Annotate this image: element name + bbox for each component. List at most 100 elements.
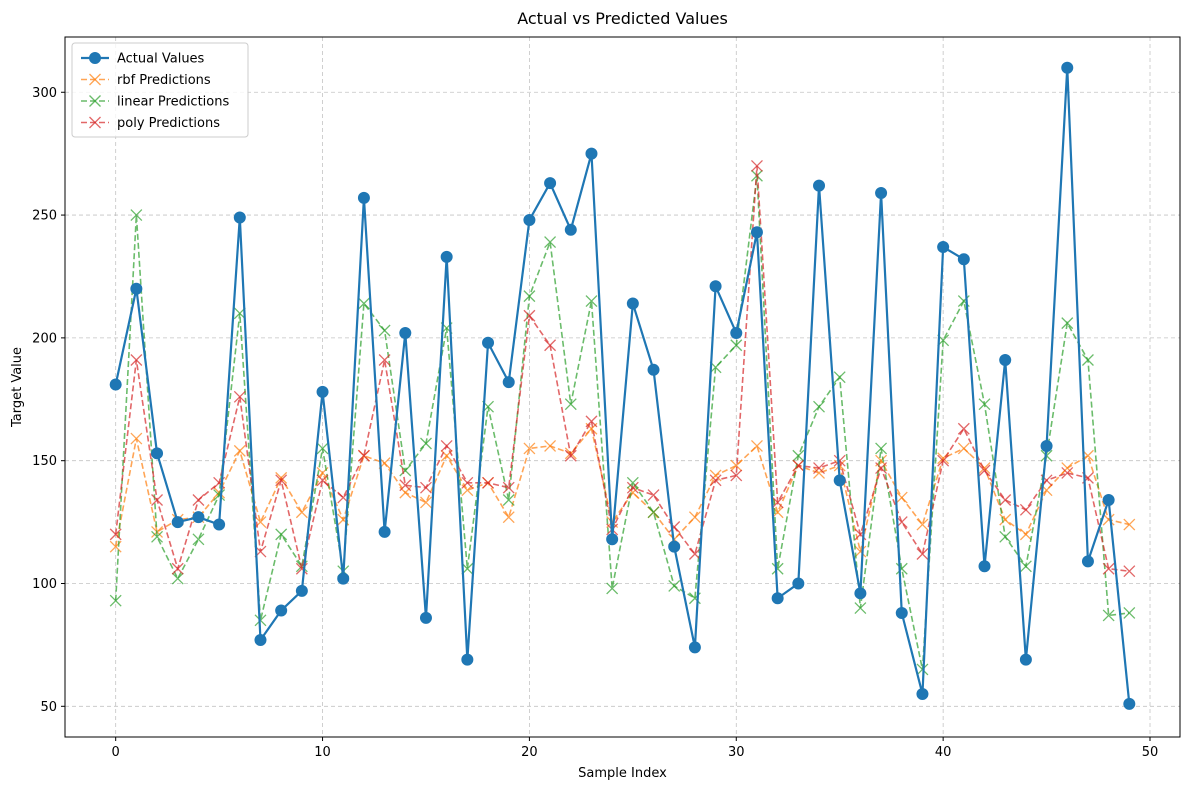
data-point <box>233 444 246 457</box>
data-point <box>895 606 908 619</box>
data-point <box>213 518 226 531</box>
data-point <box>709 280 722 293</box>
data-point <box>420 437 432 450</box>
data-point <box>916 688 929 701</box>
data-point <box>730 326 743 339</box>
data-point <box>668 579 681 592</box>
legend-item: rbf Predictions <box>81 73 211 88</box>
data-point <box>171 572 184 585</box>
data-point <box>999 513 1012 526</box>
data-point <box>751 159 763 172</box>
data-point <box>275 528 288 541</box>
data-point <box>171 516 184 529</box>
data-point <box>709 469 722 482</box>
data-point <box>482 476 494 489</box>
data-point <box>130 354 143 366</box>
data-point <box>688 641 701 654</box>
data-point <box>420 481 432 494</box>
chart-title: Actual vs Predicted Values <box>517 9 728 28</box>
data-point <box>1061 467 1074 479</box>
data-point <box>420 496 432 509</box>
data-point <box>523 309 536 322</box>
legend-label: poly Predictions <box>117 116 220 131</box>
data-point <box>937 454 950 467</box>
data-point <box>109 378 122 391</box>
data-point <box>647 506 660 519</box>
data-point <box>875 186 888 199</box>
data-point <box>419 611 432 624</box>
data-point <box>1102 562 1115 575</box>
data-point <box>316 385 329 398</box>
data-point <box>1102 493 1115 506</box>
data-point <box>1019 503 1032 516</box>
legend-label: linear Predictions <box>117 95 229 110</box>
y-tick-label: 150 <box>32 454 57 469</box>
data-point <box>564 398 577 411</box>
legend-item: poly Predictions <box>81 116 220 131</box>
data-point <box>854 602 867 615</box>
data-point <box>357 191 370 204</box>
legend-marker <box>89 95 101 107</box>
data-point <box>1061 462 1074 475</box>
data-point <box>1061 61 1074 74</box>
data-point <box>275 604 288 617</box>
data-point <box>833 371 846 384</box>
data-point <box>792 449 805 462</box>
data-point <box>502 376 515 389</box>
data-point <box>1019 560 1032 573</box>
y-tick-label: 50 <box>40 700 57 715</box>
series-poly-predictions <box>109 159 1136 578</box>
data-point <box>1123 607 1136 619</box>
data-point <box>626 297 639 310</box>
x-tick-label: 20 <box>521 745 538 760</box>
data-point <box>357 449 370 462</box>
data-point <box>895 491 908 504</box>
data-point <box>544 439 557 452</box>
data-point <box>378 354 391 366</box>
data-point <box>337 572 350 585</box>
data-point <box>668 540 681 553</box>
data-point <box>854 587 867 600</box>
data-point <box>999 530 1012 543</box>
data-point <box>399 464 412 477</box>
data-point <box>751 439 763 452</box>
plot-frame <box>64 36 1181 738</box>
data-point <box>130 282 143 295</box>
data-point <box>585 147 598 160</box>
data-point <box>1019 528 1032 541</box>
data-point <box>771 496 784 509</box>
data-point <box>833 474 846 487</box>
data-point <box>813 179 826 192</box>
series-line <box>114 165 1130 573</box>
data-point <box>999 353 1012 366</box>
data-point <box>109 528 122 541</box>
data-point <box>813 467 825 479</box>
data-point <box>109 594 122 607</box>
y-tick-label: 100 <box>32 577 57 592</box>
data-point <box>316 474 329 487</box>
series-line <box>114 175 1130 670</box>
y-tick-label: 300 <box>32 86 57 101</box>
legend-label: Actual Values <box>117 52 205 67</box>
data-point <box>482 336 495 349</box>
legend-item: linear Predictions <box>81 95 229 110</box>
data-point <box>916 518 929 531</box>
data-point <box>854 545 867 558</box>
legend: Actual Values rbf Predictions linear Predi… <box>71 42 249 138</box>
data-point <box>1061 317 1074 330</box>
data-point <box>750 226 763 239</box>
data-point <box>151 447 164 460</box>
data-point <box>357 297 370 310</box>
data-point <box>378 525 391 538</box>
data-point <box>730 469 743 482</box>
data-point <box>502 511 515 524</box>
data-point <box>523 290 536 303</box>
data-point <box>171 562 184 575</box>
data-point <box>130 209 143 222</box>
data-point <box>730 459 743 472</box>
data-point <box>957 442 970 455</box>
data-point <box>233 211 246 224</box>
legend-item: Actual Values <box>81 52 205 67</box>
series-actual-values <box>109 61 1136 710</box>
